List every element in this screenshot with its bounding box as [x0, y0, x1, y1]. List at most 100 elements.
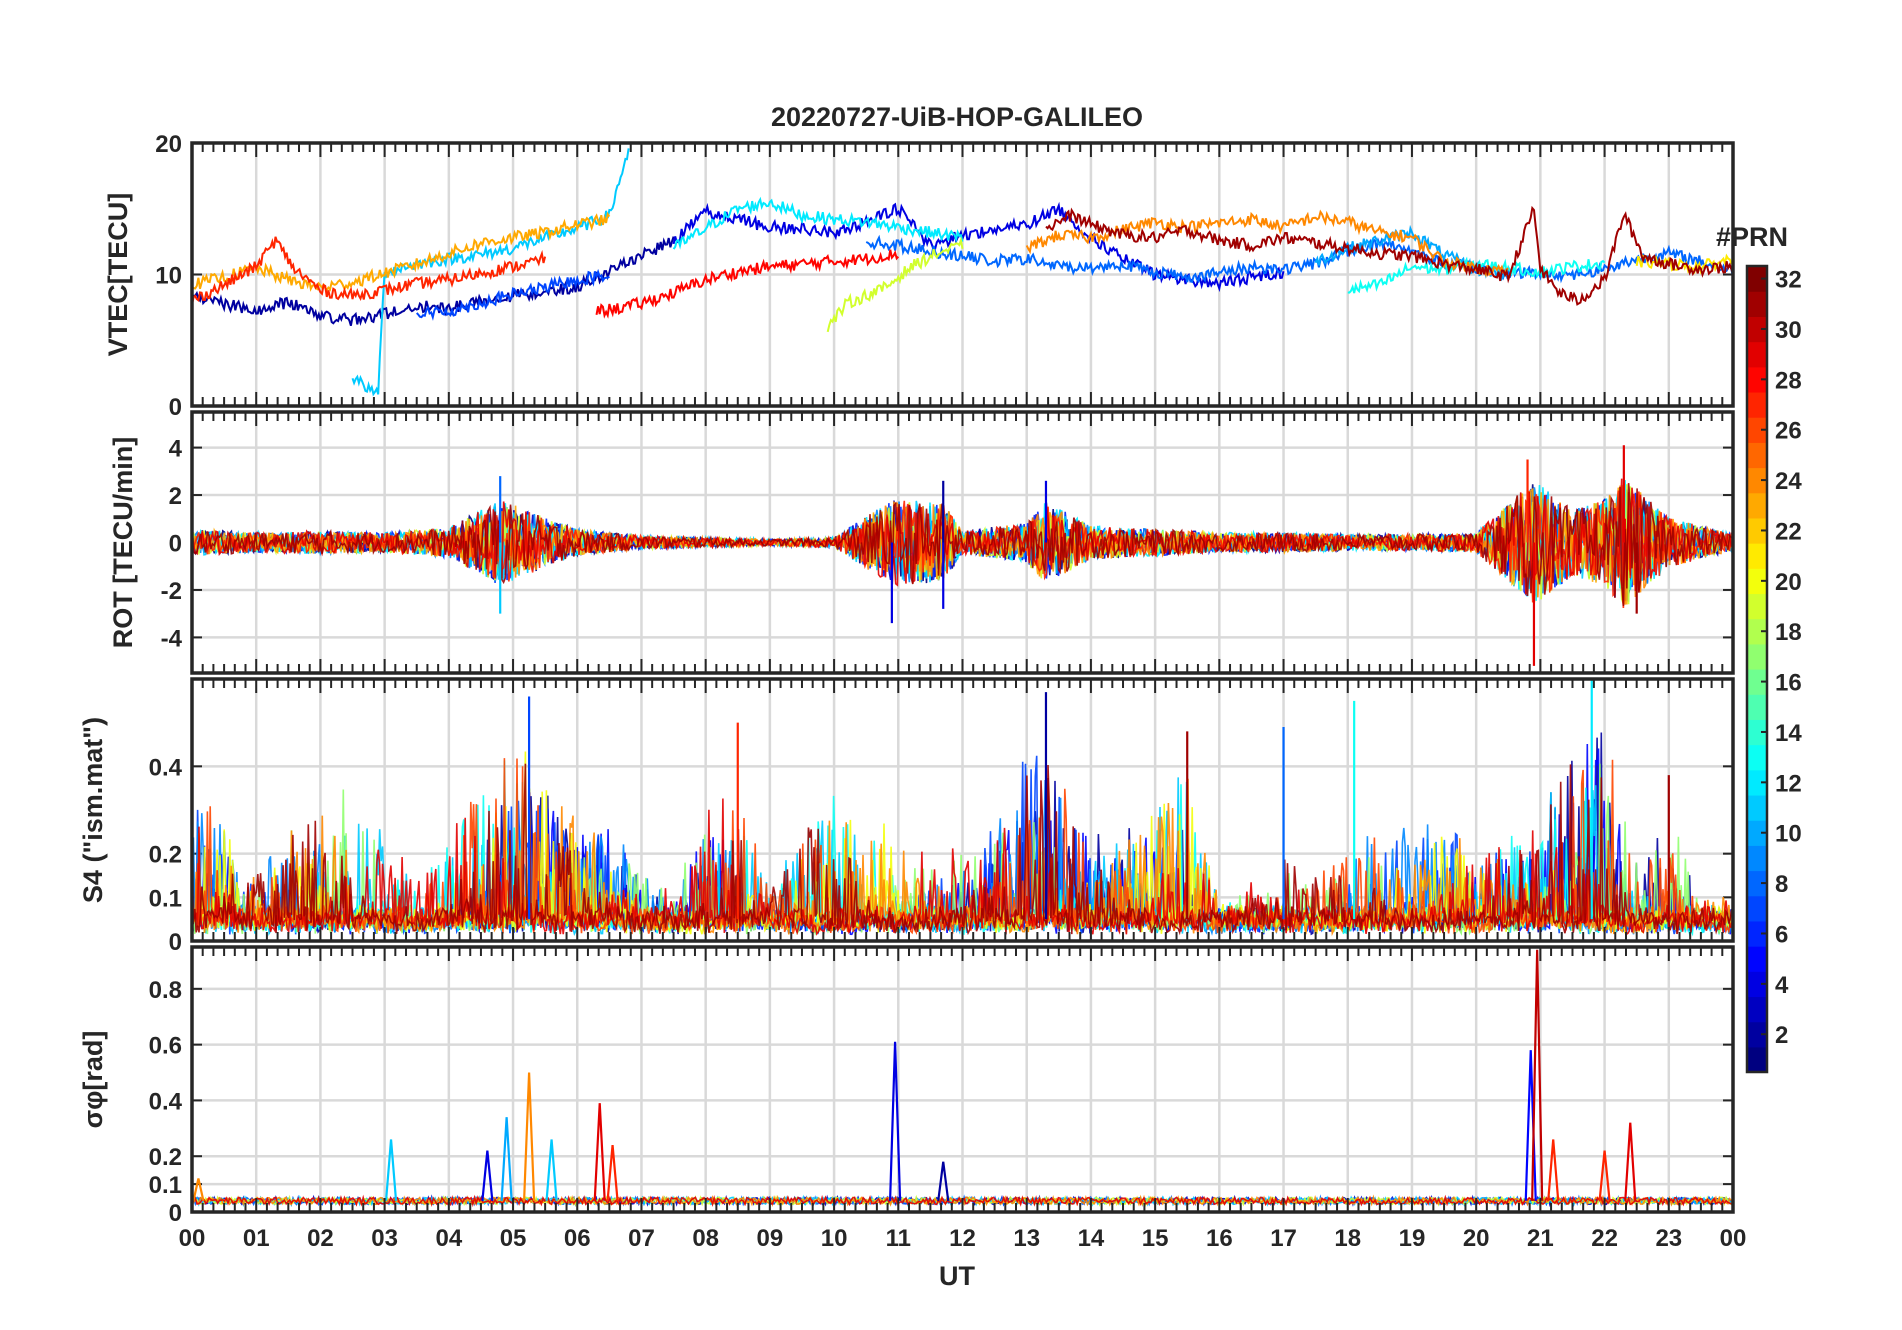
x-tick-label: 21	[1527, 1225, 1554, 1252]
y-tick-label: 0.2	[149, 1144, 182, 1171]
sigma-peak	[1531, 949, 1544, 1201]
panel-vtec: 0 10 20 VTEC[TECU]	[103, 131, 1735, 421]
colorbar-segment	[1747, 1046, 1767, 1073]
x-tick-label: 09	[757, 1225, 784, 1252]
y-tick-label: 10	[155, 263, 182, 290]
colorbar-segment	[1747, 870, 1767, 897]
colorbar-segment	[1747, 1021, 1767, 1048]
colorbar-segment	[1747, 543, 1767, 569]
panel-rot: -4 -2 0 2 4 ROT [TECU/min]	[108, 410, 1735, 675]
x-tick-label: 22	[1591, 1225, 1618, 1252]
colorbar-segment	[1747, 568, 1767, 595]
colorbar-segment	[1747, 417, 1767, 443]
y-tick-label: 0.1	[149, 1172, 182, 1199]
panel-frame	[190, 141, 1735, 408]
colorbar-tick-label: 26	[1775, 418, 1802, 445]
colorbar-segment	[1747, 946, 1767, 972]
panel-frame	[190, 677, 1735, 943]
colorbar-tick-label: 28	[1775, 367, 1802, 394]
vtec-series-prn-7	[415, 268, 610, 321]
vtec-series-prn-11	[351, 148, 630, 397]
vtec-series-prn-19	[826, 236, 964, 333]
colorbar-frame	[1745, 264, 1769, 1074]
y-tick-label: 0	[169, 531, 182, 558]
y-tick-label: 0	[169, 1200, 182, 1227]
x-tick-label: 04	[435, 1225, 462, 1252]
colorbar-tick-label: 16	[1775, 670, 1802, 697]
sigma-peak	[500, 1117, 513, 1201]
colorbar-segment	[1747, 618, 1767, 645]
panel-s4: 0 0.1 0.2 0.4 S4 ("ism.mat")	[78, 677, 1735, 956]
y-axis-label: S4 ("ism.mat")	[78, 717, 108, 903]
colorbar-segment	[1747, 467, 1767, 494]
sigma-peak	[593, 1103, 606, 1201]
colorbar-tick-label: 20	[1775, 569, 1802, 596]
vtec-series-prn-27	[192, 236, 547, 305]
vtec-series-prn-8	[865, 234, 1733, 284]
colorbar-tick-label: 2	[1775, 1022, 1788, 1049]
colorbar-segment	[1747, 971, 1767, 998]
sigma-peak	[192, 1178, 205, 1202]
colorbar-tick-label: 22	[1775, 518, 1802, 545]
x-tick-label: 14	[1078, 1225, 1105, 1252]
y-tick-label: 4	[169, 436, 183, 463]
y-tick-label: -4	[161, 625, 183, 652]
panel-sigma_phi: 00.10.2 0.4 0.6 0.8 σφ[rad]	[78, 945, 1735, 1227]
y-tick-label: 0.6	[149, 1033, 182, 1060]
x-tick-label: 12	[949, 1225, 976, 1252]
data-layer	[192, 148, 1733, 397]
colorbar-tick-label: 18	[1775, 619, 1802, 646]
colorbar-segment	[1747, 845, 1767, 872]
x-tick-label: 01	[243, 1225, 270, 1252]
colorbar-tick-label: 14	[1775, 720, 1802, 747]
x-tick-label: 07	[628, 1225, 655, 1252]
x-tick-label: 16	[1206, 1225, 1233, 1252]
colorbar-segment	[1747, 794, 1767, 821]
x-tick-label: 17	[1270, 1225, 1297, 1252]
colorbar-tick-label: 6	[1775, 921, 1788, 948]
colorbar-tick-label: 24	[1775, 468, 1802, 495]
y-tick-label: 0.2	[149, 842, 182, 869]
sigma-peak	[1547, 1139, 1560, 1201]
colorbar-segment	[1747, 769, 1767, 796]
colorbar-segment	[1747, 694, 1767, 720]
x-tick-label: 08	[692, 1225, 719, 1252]
x-tick-label: 18	[1334, 1225, 1361, 1252]
colorbar-segment	[1747, 341, 1767, 368]
colorbar-segment	[1747, 266, 1767, 292]
y-tick-label: 0.4	[149, 754, 183, 781]
sigma-peak	[545, 1139, 558, 1201]
y-tick-label: -2	[161, 578, 182, 605]
y-tick-label: 20	[155, 131, 182, 158]
colorbar-tick-label: 32	[1775, 267, 1802, 294]
x-axis-label: UT	[939, 1261, 975, 1291]
sigma-peak	[522, 1072, 536, 1201]
y-tick-label: 0	[169, 394, 182, 421]
vtec-series-prn-31	[1045, 205, 1733, 306]
x-tick-label: 02	[307, 1225, 334, 1252]
panel-frame	[190, 410, 1735, 675]
x-tick-label: 00	[179, 1225, 206, 1252]
colorbar-segment	[1747, 492, 1767, 519]
sigma-peak	[937, 1161, 950, 1201]
y-tick-label: 2	[169, 483, 182, 510]
y-axis-label: σφ[rad]	[78, 1031, 108, 1129]
sigma-peak	[384, 1139, 398, 1201]
colorbar-segment	[1747, 366, 1767, 393]
colorbar-tick-label: 10	[1775, 821, 1802, 848]
x-tick-label: 20	[1463, 1225, 1490, 1252]
colorbar-segment	[1747, 316, 1767, 343]
y-tick-label: 0.8	[149, 977, 182, 1004]
colorbar-segment	[1747, 895, 1767, 922]
vtec-series-prn-12	[672, 196, 964, 250]
colorbar-tick-label: 30	[1775, 317, 1802, 344]
colorbar-segment	[1747, 920, 1767, 947]
y-tick-label: 0	[169, 929, 182, 956]
colorbar-segment	[1747, 820, 1767, 846]
vtec-series-prn-28	[595, 249, 900, 319]
colorbar-segment	[1747, 593, 1767, 620]
colorbar-segment	[1747, 643, 1767, 670]
x-tick-label: 10	[821, 1225, 848, 1252]
